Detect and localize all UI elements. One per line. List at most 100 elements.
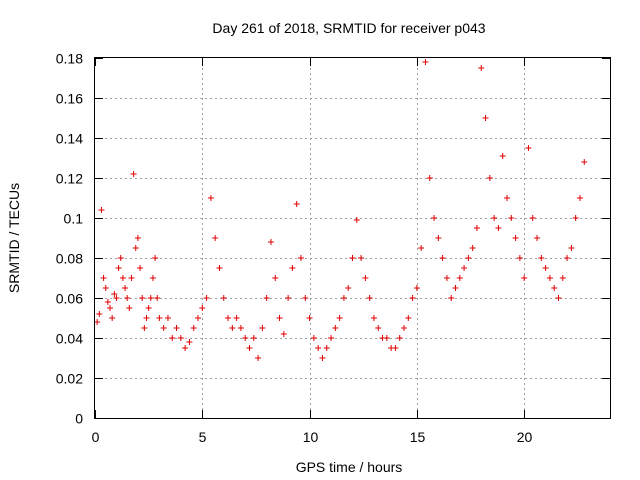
data-point — [293, 201, 300, 207]
data-point — [195, 315, 201, 321]
data-point — [229, 325, 236, 331]
data-point — [109, 315, 116, 321]
data-point — [340, 295, 347, 301]
x-axis-ticks: 0 5 10 15 20 — [92, 58, 533, 445]
data-point — [190, 325, 197, 331]
data-point — [328, 335, 335, 341]
y-axis-ticks: 0 0.02 0.04 0.06 0.08 0.1 0.12 0.14 0.16 0.18 — [56, 51, 610, 427]
data-point — [263, 295, 270, 301]
data-point — [461, 265, 468, 271]
x-tick-label: 0 — [92, 429, 100, 445]
data-point — [207, 195, 214, 201]
data-point — [212, 235, 219, 241]
data-point — [203, 295, 210, 301]
data-point — [426, 175, 433, 181]
y-tick-label: 0.12 — [56, 171, 83, 187]
data-point — [538, 255, 545, 261]
data-point — [216, 265, 223, 271]
data-point — [137, 265, 144, 271]
data-point — [164, 315, 171, 321]
data-point — [149, 275, 156, 281]
data-point — [250, 335, 257, 341]
data-point — [124, 295, 131, 301]
data-point — [315, 345, 322, 351]
data-point — [122, 285, 129, 291]
data-point — [422, 59, 429, 65]
data-point — [276, 315, 283, 321]
data-point — [495, 225, 502, 231]
data-point — [482, 115, 489, 121]
y-tick-label: 0.18 — [56, 51, 83, 67]
data-point — [383, 335, 390, 341]
data-point — [349, 255, 356, 261]
y-tick-label: 0.14 — [56, 131, 83, 147]
data-point — [375, 325, 382, 331]
data-point — [237, 325, 244, 331]
data-point — [431, 215, 438, 221]
data-point — [173, 325, 180, 331]
data-point — [259, 325, 266, 331]
data-point — [319, 355, 326, 361]
plot-frame — [94, 57, 611, 419]
data-point — [225, 315, 232, 321]
data-point — [154, 295, 161, 301]
data-point — [564, 255, 571, 261]
data-point — [499, 153, 506, 159]
data-point — [473, 225, 480, 231]
data-point — [559, 275, 566, 281]
data-point — [111, 291, 118, 297]
data-point — [147, 295, 154, 301]
data-point — [581, 159, 588, 165]
data-point — [272, 275, 279, 281]
x-tick-label: 10 — [303, 429, 319, 445]
data-point — [456, 275, 463, 281]
data-point — [100, 275, 107, 281]
data-point — [160, 325, 167, 331]
data-point — [392, 345, 399, 351]
x-tick-label: 20 — [517, 429, 533, 445]
data-point — [182, 345, 189, 351]
chart-title: Day 261 of 2018, SRMTID for receiver p04… — [212, 20, 485, 36]
data-point — [233, 315, 240, 321]
data-point — [289, 265, 296, 271]
data-point — [370, 315, 377, 321]
data-point — [353, 217, 360, 223]
y-tick-label: 0.02 — [56, 371, 83, 387]
data-point — [534, 235, 541, 241]
data-point — [126, 305, 133, 311]
data-point — [298, 255, 304, 261]
data-point — [396, 335, 403, 341]
y-tick-label: 0.06 — [56, 291, 83, 307]
x-axis-label: GPS time / hours — [296, 459, 403, 475]
data-point — [362, 275, 369, 281]
data-point — [285, 295, 292, 301]
data-point — [128, 275, 135, 281]
data-point — [267, 239, 274, 245]
data-point — [145, 305, 152, 311]
y-axis-label: SRMTID / TECUs — [6, 183, 22, 293]
data-point — [413, 285, 420, 291]
data-point — [546, 275, 553, 281]
data-point — [551, 285, 558, 291]
data-point — [117, 255, 124, 261]
data-point — [156, 315, 163, 321]
data-point — [139, 295, 146, 301]
data-point — [504, 195, 510, 201]
data-point — [96, 311, 103, 317]
y-tick-label: 0.1 — [64, 211, 84, 227]
data-point — [302, 295, 309, 301]
data-point — [478, 65, 485, 71]
data-point — [336, 315, 343, 321]
x-tick-label: 5 — [199, 429, 207, 445]
data-point — [143, 315, 150, 321]
data-point — [132, 245, 139, 251]
data-point — [107, 305, 114, 311]
data-point — [443, 275, 450, 281]
data-point — [358, 255, 365, 261]
data-point — [104, 299, 111, 305]
data-point — [306, 315, 313, 321]
data-point — [115, 265, 122, 271]
y-tick-label: 0.08 — [56, 251, 83, 267]
data-point — [448, 295, 455, 301]
